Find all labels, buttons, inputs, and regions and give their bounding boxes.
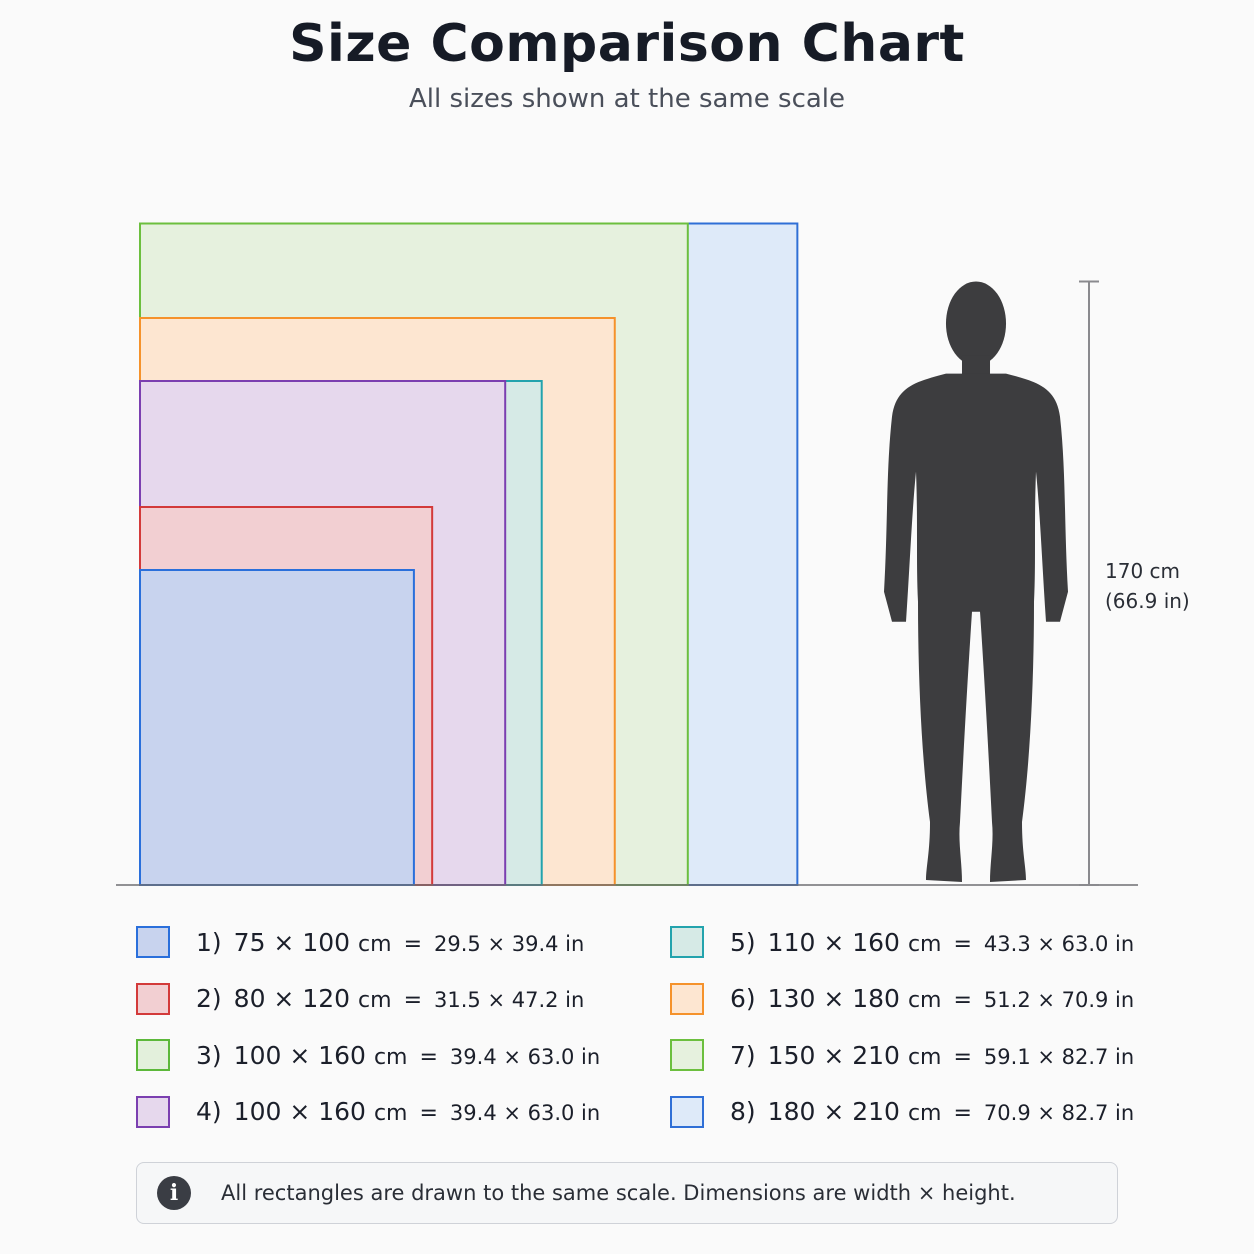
legend-swatch-3 bbox=[136, 1039, 170, 1071]
size-rect-1 bbox=[139, 569, 415, 886]
legend-equals: = bbox=[953, 1044, 972, 1070]
legend-swatch-5 bbox=[670, 926, 704, 958]
legend-swatch-4 bbox=[136, 1095, 170, 1128]
info-note: i All rectangles are drawn to the same s… bbox=[136, 1162, 1118, 1224]
legend-item-2: 2) 80 × 120 cm = 31.5 × 47.2 in bbox=[136, 979, 584, 1019]
legend-equals: = bbox=[419, 1044, 438, 1070]
legend-dimensions-in: 39.4 × 63.0 in bbox=[449, 1044, 601, 1069]
chart-subtitle: All sizes shown at the same scale bbox=[408, 84, 846, 114]
info-icon: i bbox=[157, 1176, 191, 1210]
legend-swatch-2 bbox=[136, 982, 170, 1015]
legend-dimensions-cm: 110 × 160 bbox=[767, 927, 900, 957]
legend-label-4: 4) 100 × 160 cm = 39.4 × 63.0 in bbox=[196, 1097, 600, 1126]
legend: 1) 75 × 100 cm = 29.5 × 39.4 in 2) 80 × 120 cm =… bbox=[136, 922, 1136, 1152]
height-ruler bbox=[1079, 280, 1099, 886]
legend-number: 1) bbox=[196, 927, 222, 957]
legend-item-8: 8) 180 × 210 cm = 70.9 × 82.7 in bbox=[670, 1092, 1134, 1132]
human-height-in-label: (66.9 in) bbox=[1105, 589, 1190, 613]
legend-swatch-8 bbox=[670, 1095, 704, 1128]
human-silhouette bbox=[884, 281, 1068, 882]
legend-dimensions-cm: 100 × 160 bbox=[233, 1097, 366, 1126]
legend-dimensions-cm: 75 × 100 bbox=[233, 927, 351, 957]
legend-dimensions-cm: 130 × 180 bbox=[767, 984, 900, 1013]
legend-dimensions-in: 29.5 × 39.4 in bbox=[434, 931, 585, 956]
human-body bbox=[884, 373, 1068, 882]
legend-item-3: 3) 100 × 160 cm = 39.4 × 63.0 in bbox=[136, 1035, 600, 1075]
legend-number: 3) bbox=[196, 1040, 222, 1070]
legend-dimensions-in: 59.1 × 82.7 in bbox=[983, 1044, 1135, 1069]
legend-equals: = bbox=[419, 1101, 438, 1126]
legend-label-6: 6) 130 × 180 cm = 51.2 × 70.9 in bbox=[730, 984, 1134, 1013]
legend-number: 4) bbox=[196, 1097, 222, 1126]
legend-dimensions-in: 39.4 × 63.0 in bbox=[449, 1101, 601, 1125]
legend-dimensions-in: 70.9 × 82.7 in bbox=[983, 1101, 1135, 1125]
legend-unit: cm bbox=[907, 1101, 942, 1126]
legend-equals: = bbox=[403, 988, 423, 1013]
legend-dimensions-in: 43.3 × 63.0 in bbox=[983, 931, 1135, 956]
legend-equals: = bbox=[953, 988, 972, 1013]
legend-swatch-6 bbox=[670, 982, 704, 1015]
legend-label-5: 5) 110 × 160 cm = 43.3 × 63.0 in bbox=[730, 928, 1134, 957]
legend-item-7: 7) 150 × 210 cm = 59.1 × 82.7 in bbox=[670, 1035, 1134, 1075]
human-height-cm-label: 170 cm bbox=[1105, 559, 1180, 583]
info-note-text: All rectangles are drawn to the same sca… bbox=[221, 1181, 1016, 1205]
legend-unit: cm bbox=[907, 988, 942, 1013]
legend-number: 2) bbox=[196, 984, 222, 1013]
legend-number: 5) bbox=[730, 927, 756, 957]
legend-label-7: 7) 150 × 210 cm = 59.1 × 82.7 in bbox=[730, 1041, 1134, 1070]
legend-unit: cm bbox=[373, 1044, 408, 1070]
human-head bbox=[945, 281, 1007, 366]
legend-dimensions-cm: 150 × 210 bbox=[767, 1040, 900, 1070]
legend-dimensions-cm: 100 × 160 bbox=[233, 1040, 366, 1070]
legend-unit: cm bbox=[907, 931, 942, 957]
legend-item-4: 4) 100 × 160 cm = 39.4 × 63.0 in bbox=[136, 1092, 600, 1132]
legend-unit: cm bbox=[358, 931, 392, 957]
legend-item-5: 5) 110 × 160 cm = 43.3 × 63.0 in bbox=[670, 922, 1134, 962]
size-rectangles bbox=[139, 222, 799, 886]
legend-label-1: 1) 75 × 100 cm = 29.5 × 39.4 in bbox=[196, 928, 584, 957]
legend-dimensions-cm: 80 × 120 bbox=[233, 984, 351, 1013]
chart-title: Size Comparison Chart bbox=[289, 14, 965, 74]
legend-item-1: 1) 75 × 100 cm = 29.5 × 39.4 in bbox=[136, 922, 584, 962]
legend-dimensions-in: 51.2 × 70.9 in bbox=[983, 988, 1135, 1012]
legend-number: 8) bbox=[730, 1097, 756, 1126]
legend-swatch-7 bbox=[670, 1039, 704, 1071]
legend-swatch-1 bbox=[136, 926, 170, 958]
legend-number: 7) bbox=[730, 1040, 756, 1070]
size-comparison-chart: 170 cm (66.9 in) bbox=[116, 222, 1190, 886]
legend-dimensions-in: 31.5 × 47.2 in bbox=[434, 988, 585, 1012]
legend-equals: = bbox=[403, 931, 423, 957]
legend-equals: = bbox=[953, 931, 972, 957]
legend-dimensions-cm: 180 × 210 bbox=[767, 1097, 900, 1126]
legend-unit: cm bbox=[373, 1101, 408, 1126]
legend-label-2: 2) 80 × 120 cm = 31.5 × 47.2 in bbox=[196, 984, 584, 1013]
legend-unit: cm bbox=[907, 1044, 942, 1070]
legend-number: 6) bbox=[730, 984, 756, 1013]
legend-equals: = bbox=[953, 1101, 972, 1126]
legend-item-6: 6) 130 × 180 cm = 51.2 × 70.9 in bbox=[670, 979, 1134, 1019]
legend-label-3: 3) 100 × 160 cm = 39.4 × 63.0 in bbox=[196, 1041, 600, 1070]
legend-unit: cm bbox=[358, 988, 392, 1013]
legend-label-8: 8) 180 × 210 cm = 70.9 × 82.7 in bbox=[730, 1097, 1134, 1126]
